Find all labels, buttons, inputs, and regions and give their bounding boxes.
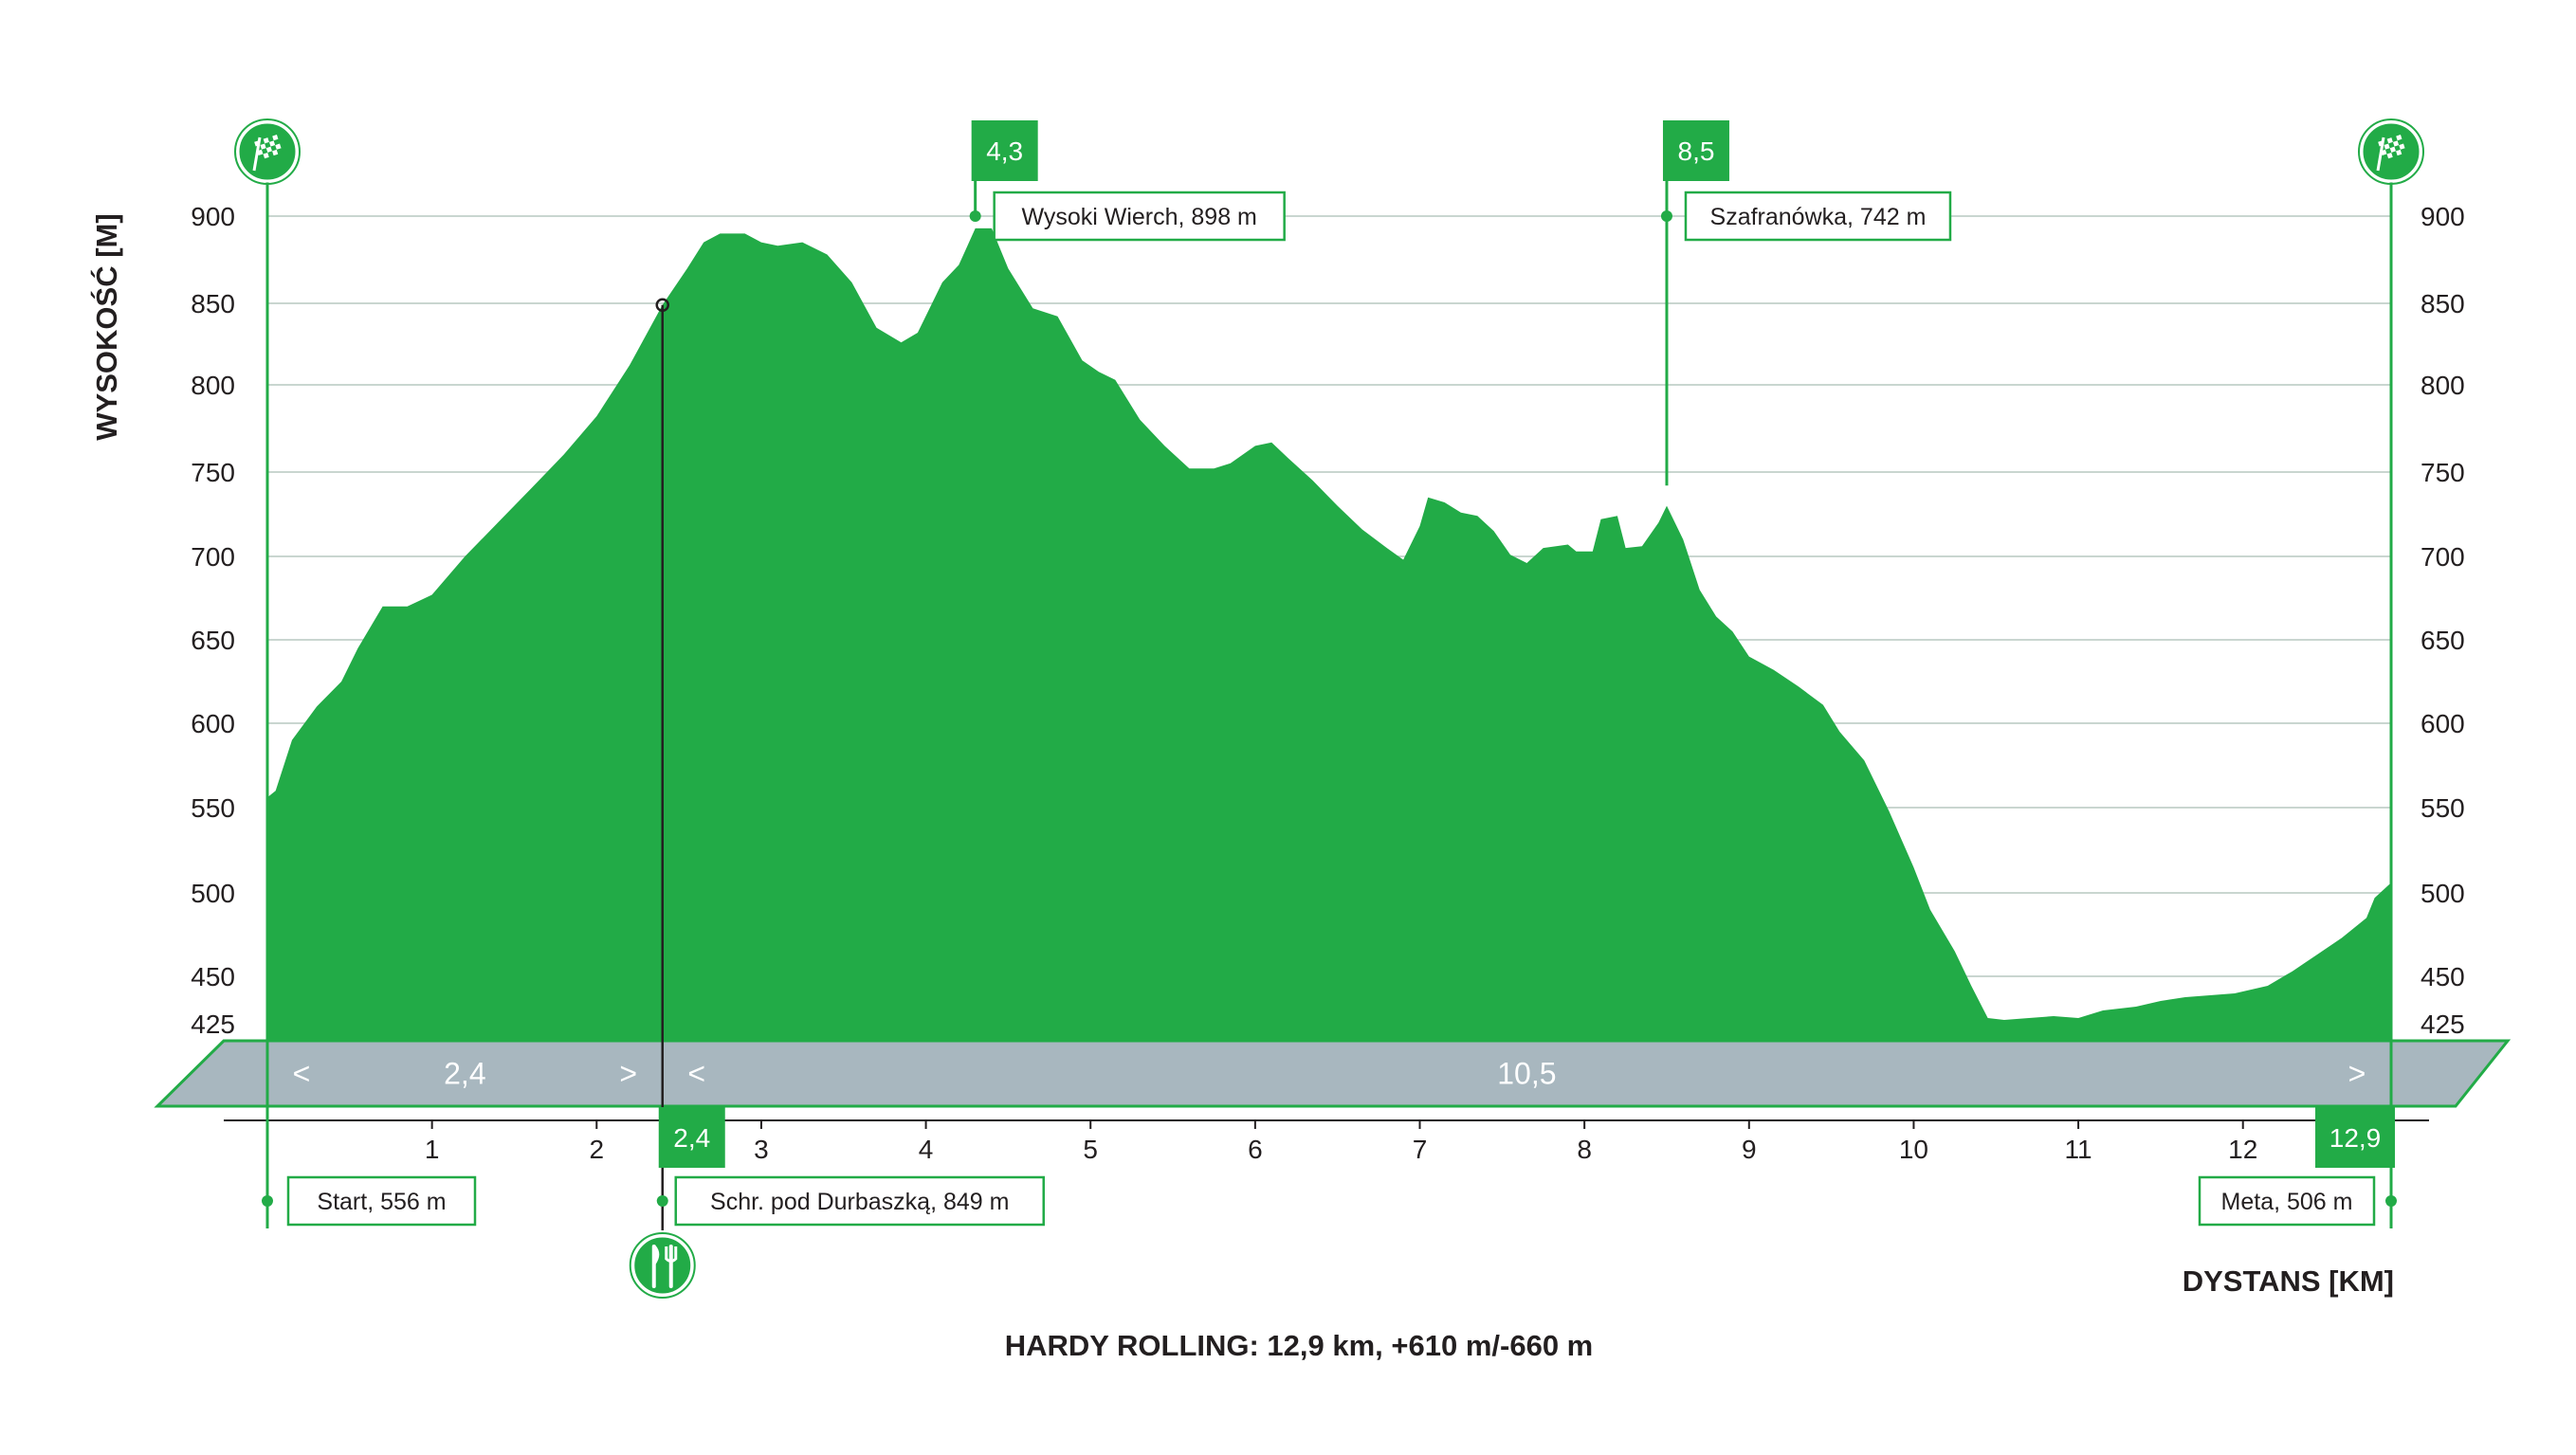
y-tick-label-right: 450: [2421, 962, 2465, 991]
annotation-dot: [969, 210, 981, 222]
segment-length-label: 2,4: [444, 1057, 485, 1091]
annotation-label: Start, 556 m: [286, 1175, 477, 1227]
y-axis-ticks: 900 900 850 850 800 800 750 750 700 700 650 650 600 6…: [191, 202, 2464, 1039]
y-tick-label-right: 850: [2421, 289, 2465, 318]
y-tick-label-right: 500: [2421, 879, 2465, 908]
segment-start-chevron-icon: <: [293, 1057, 311, 1091]
y-tick-label-right: 600: [2421, 709, 2465, 738]
x-axis-ticks: 1 2 3 4 5 6 7 8 9 10 11 12: [224, 1119, 2429, 1164]
annotations: Start, 556 m 2,4 Schr. pod Durbaszką, 849 …: [234, 118, 2424, 1299]
y-tick-label-right: 550: [2421, 793, 2465, 823]
annotation-label-text: Meta, 506 m: [2221, 1189, 2353, 1215]
x-tick-label: 10: [1899, 1135, 1928, 1164]
y-tick-label: 900: [191, 202, 235, 231]
y-axis-title: WYSOKOŚĆ [M]: [89, 213, 123, 440]
x-tick-label: 4: [919, 1135, 934, 1164]
y-tick-label: 450: [191, 962, 235, 991]
annotation-label-text: Start, 556 m: [317, 1189, 446, 1215]
y-tick-label: 550: [191, 793, 235, 823]
y-tick-label: 500: [191, 879, 235, 908]
annotation-label-box: [674, 1175, 1045, 1227]
y-tick-label: 650: [191, 626, 235, 655]
distance-badge: 12,9: [2315, 1107, 2395, 1168]
annotation-label-text: Szafranówka, 742 m: [1710, 204, 1927, 230]
x-tick-label: 1: [425, 1135, 440, 1164]
x-tick-label: 8: [1577, 1135, 1592, 1164]
annotation-dot: [655, 298, 669, 312]
y-tick-label-right: 650: [2421, 626, 2465, 655]
annotation-label-box: [2198, 1175, 2376, 1227]
elevation-area: [267, 227, 2391, 1041]
distance-badge-label: 12,9: [2329, 1123, 2382, 1153]
distance-badge-label: 8,5: [1678, 136, 1715, 166]
segment-band: 2,4 < >10,5 < >: [154, 1039, 2512, 1108]
distance-badge: 4,3: [971, 120, 1038, 181]
distance-badge-box: [658, 1107, 725, 1168]
distance-badge-box: [1662, 120, 1729, 181]
distance-badge: 2,4: [658, 1107, 725, 1168]
y-tick-label-right: 750: [2421, 458, 2465, 487]
annotation-label: Szafranówka, 742 m: [1684, 191, 1952, 242]
distance-badge-box: [2315, 1107, 2395, 1168]
x-tick-label: 6: [1248, 1135, 1263, 1164]
y-tick-label: 600: [191, 709, 235, 738]
y-tick-label-right: 800: [2421, 371, 2465, 400]
distance-badge-label: 2,4: [673, 1123, 710, 1153]
checkered-flag-icon: [2358, 118, 2424, 185]
chart-title: HARDY ROLLING: 12,9 km, +610 m/-660 m: [1005, 1329, 1594, 1362]
x-tick-label: 12: [2228, 1135, 2257, 1164]
segment-band-shape: [154, 1039, 2512, 1108]
segment-start-chevron-icon: <: [687, 1057, 705, 1091]
y-tick-label: 750: [191, 458, 235, 487]
x-tick-label: 3: [754, 1135, 769, 1164]
annotation-label-box: [993, 191, 1286, 242]
x-tick-label: 9: [1742, 1135, 1757, 1164]
checkered-flag-icon: [234, 118, 301, 185]
x-tick-label: 11: [2065, 1135, 2092, 1164]
y-tick-label: 700: [191, 542, 235, 572]
distance-badge-label: 4,3: [986, 136, 1023, 166]
fork-knife-icon: [629, 1232, 696, 1299]
annotation-label-box: [286, 1175, 477, 1227]
y-tick-label: 425: [191, 1009, 235, 1039]
annotation-label-text: Wysoki Wierch, 898 m: [1021, 204, 1256, 230]
x-tick-label: 5: [1083, 1135, 1098, 1164]
y-tick-label-right: 900: [2421, 202, 2465, 231]
y-tick-label: 800: [191, 371, 235, 400]
annotation-dot: [656, 1195, 668, 1207]
distance-badge: 8,5: [1662, 120, 1729, 181]
segment-length-label: 10,5: [1497, 1057, 1556, 1091]
x-tick-label: 2: [589, 1135, 604, 1164]
x-axis-title: DYSTANS [KM]: [2183, 1264, 2394, 1298]
distance-badge-box: [971, 120, 1038, 181]
annotation-label: Wysoki Wierch, 898 m: [993, 191, 1286, 242]
y-tick-label-right: 700: [2421, 542, 2465, 572]
segment-end-chevron-icon: >: [619, 1057, 637, 1091]
annotation-dot: [1660, 210, 1672, 222]
annotation-label: Schr. pod Durbaszką, 849 m: [674, 1175, 1045, 1227]
annotation-dot: [2385, 1195, 2397, 1207]
annotation-dot: [262, 1195, 273, 1207]
annotation-label-box: [1684, 191, 1952, 242]
y-tick-label: 850: [191, 289, 235, 318]
x-tick-label: 7: [1413, 1135, 1428, 1164]
annotation-label-text: Schr. pod Durbaszką, 849 m: [710, 1189, 1009, 1215]
segment-end-chevron-icon: >: [2348, 1057, 2366, 1091]
annotation-label: Meta, 506 m: [2198, 1175, 2376, 1227]
y-tick-label-right: 425: [2421, 1009, 2465, 1039]
